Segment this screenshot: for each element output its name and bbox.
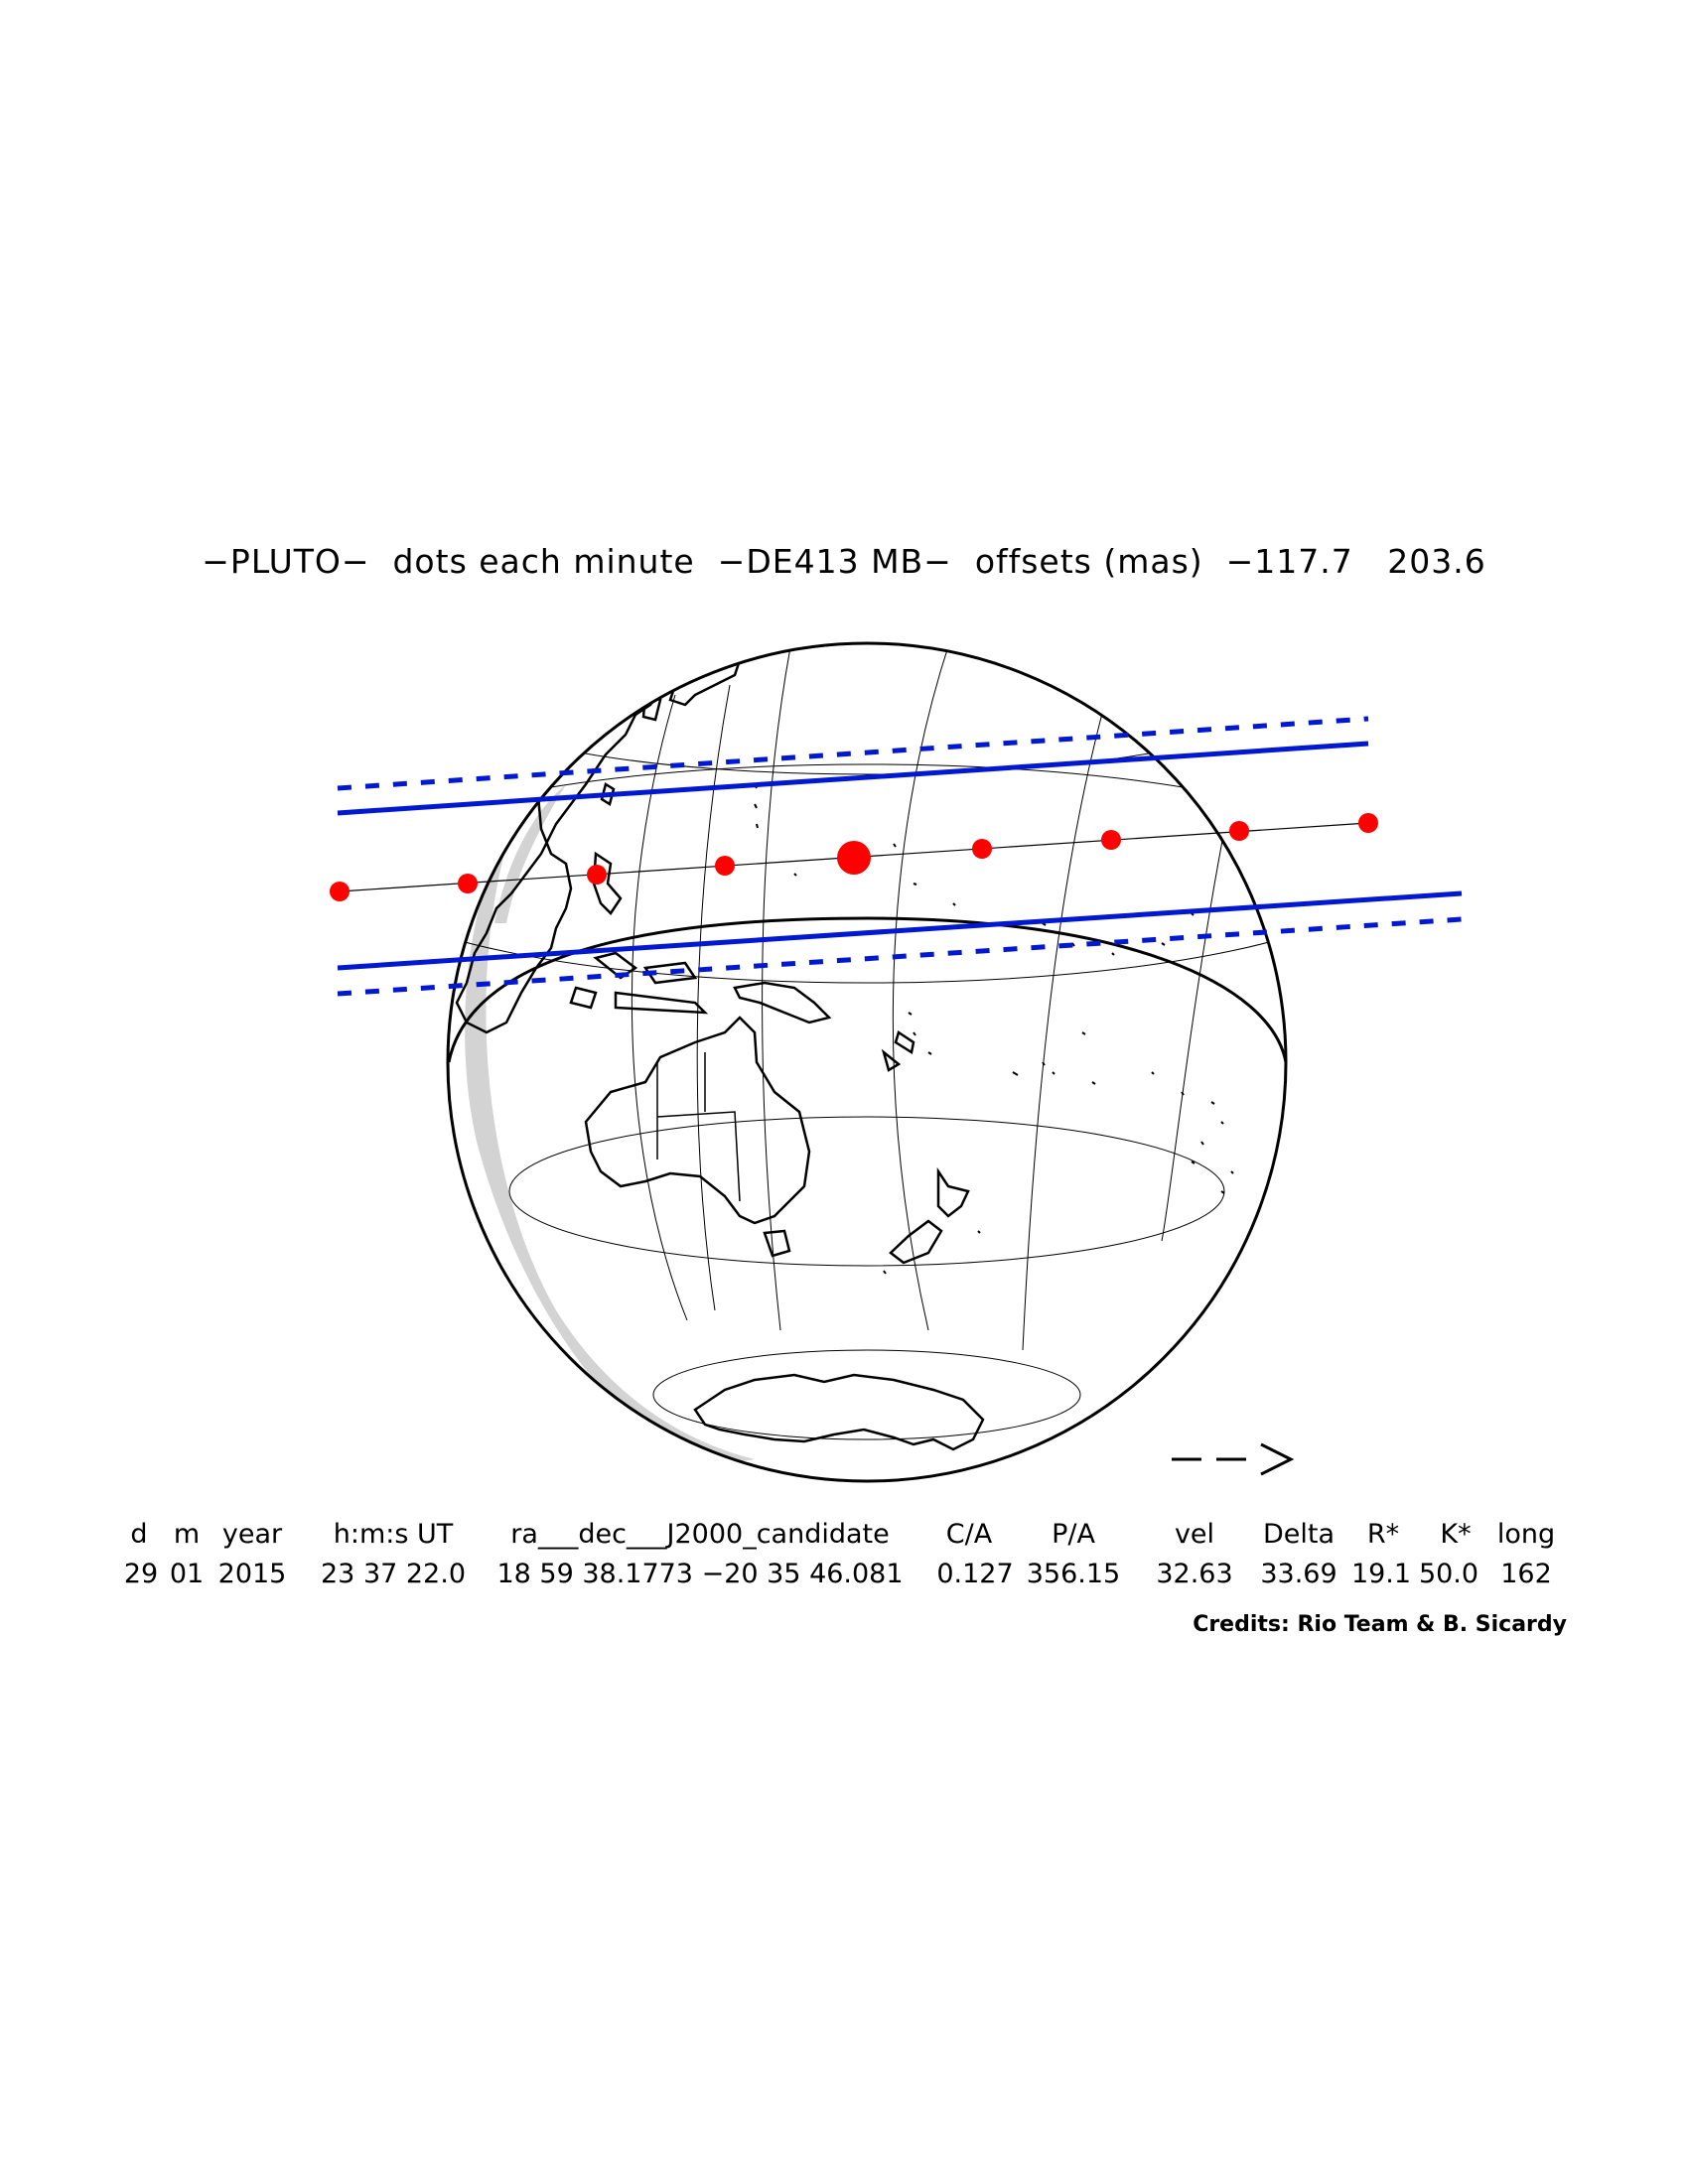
indonesia-coast [569,951,709,1015]
value-k-star: 50.0 [1418,1559,1479,1589]
header-r-star: R* [1366,1519,1400,1550]
japan-coast [668,653,742,707]
north-limit-dotted [337,716,1369,791]
direction-arrow [1172,1442,1295,1476]
minute-dot [715,856,735,876]
globe-outline [446,641,1288,1483]
value-vel: 32.63 [1156,1559,1233,1589]
minute-dot [1358,813,1378,833]
north-limit-line [337,741,1369,816]
header-year: year [221,1519,283,1550]
header-long: long [1496,1519,1556,1550]
header-coordinates: ra___dec___J2000_candidate [510,1519,890,1550]
header-delta: Delta [1262,1519,1336,1550]
table-header-row: d m year h:m:s UT ra___dec___J2000_candi… [0,1519,1688,1555]
value-day: 29 [123,1559,159,1589]
tasmania-coast [763,1229,791,1258]
pacific-islands [754,783,1234,1275]
terminator-line [448,916,1286,1063]
minute-dot-reference [837,841,871,875]
philippines-coast [592,851,623,915]
header-day: d [130,1519,148,1550]
night-shading [465,784,755,1469]
header-pa: P/A [1052,1519,1095,1550]
south-limit-line [337,890,1463,971]
minute-dot [330,882,350,901]
new-zealand-coast [889,1166,970,1265]
header-k-star: K* [1440,1519,1472,1550]
minute-dot [1229,821,1249,841]
value-month: 01 [169,1559,205,1589]
header-time: h:m:s UT [333,1519,454,1550]
value-coordinates: 18 59 38.1773 −20 35 46.081 [496,1559,904,1589]
australia-coast [584,1016,811,1225]
table-value-row: 29 01 2015 23 37 22.0 18 59 38.1773 −20 … [0,1559,1688,1594]
value-pa: 356.15 [1026,1559,1121,1589]
shadow-path [337,716,1463,997]
value-r-star: 19.1 [1350,1559,1412,1589]
antarctica-coast [693,1373,985,1451]
south-limit-dotted [337,916,1463,997]
new-guinea-coast [733,981,832,1024]
australia-borders [656,1052,741,1202]
minute-dot [458,874,478,893]
value-year: 2015 [217,1559,287,1589]
centerline-dots [330,813,1378,901]
chart-title: −PLUTO− dots each minute −DE413 MB− offs… [202,542,1486,581]
value-delta: 33.69 [1260,1559,1337,1589]
new-caledonia-coast [881,1030,915,1072]
value-long: 162 [1500,1559,1552,1589]
value-ca: 0.127 [936,1559,1014,1589]
header-ca: C/A [945,1519,993,1550]
header-vel: vel [1174,1519,1215,1550]
value-time: 23 37 22.0 [321,1559,466,1589]
minute-dot [1101,830,1121,850]
header-month: m [173,1519,201,1550]
minute-dot [587,865,607,885]
minute-dot [972,839,992,859]
graticule [448,643,1286,1440]
credits-text: Credits: Rio Team & B. Sicardy [1193,1612,1567,1637]
